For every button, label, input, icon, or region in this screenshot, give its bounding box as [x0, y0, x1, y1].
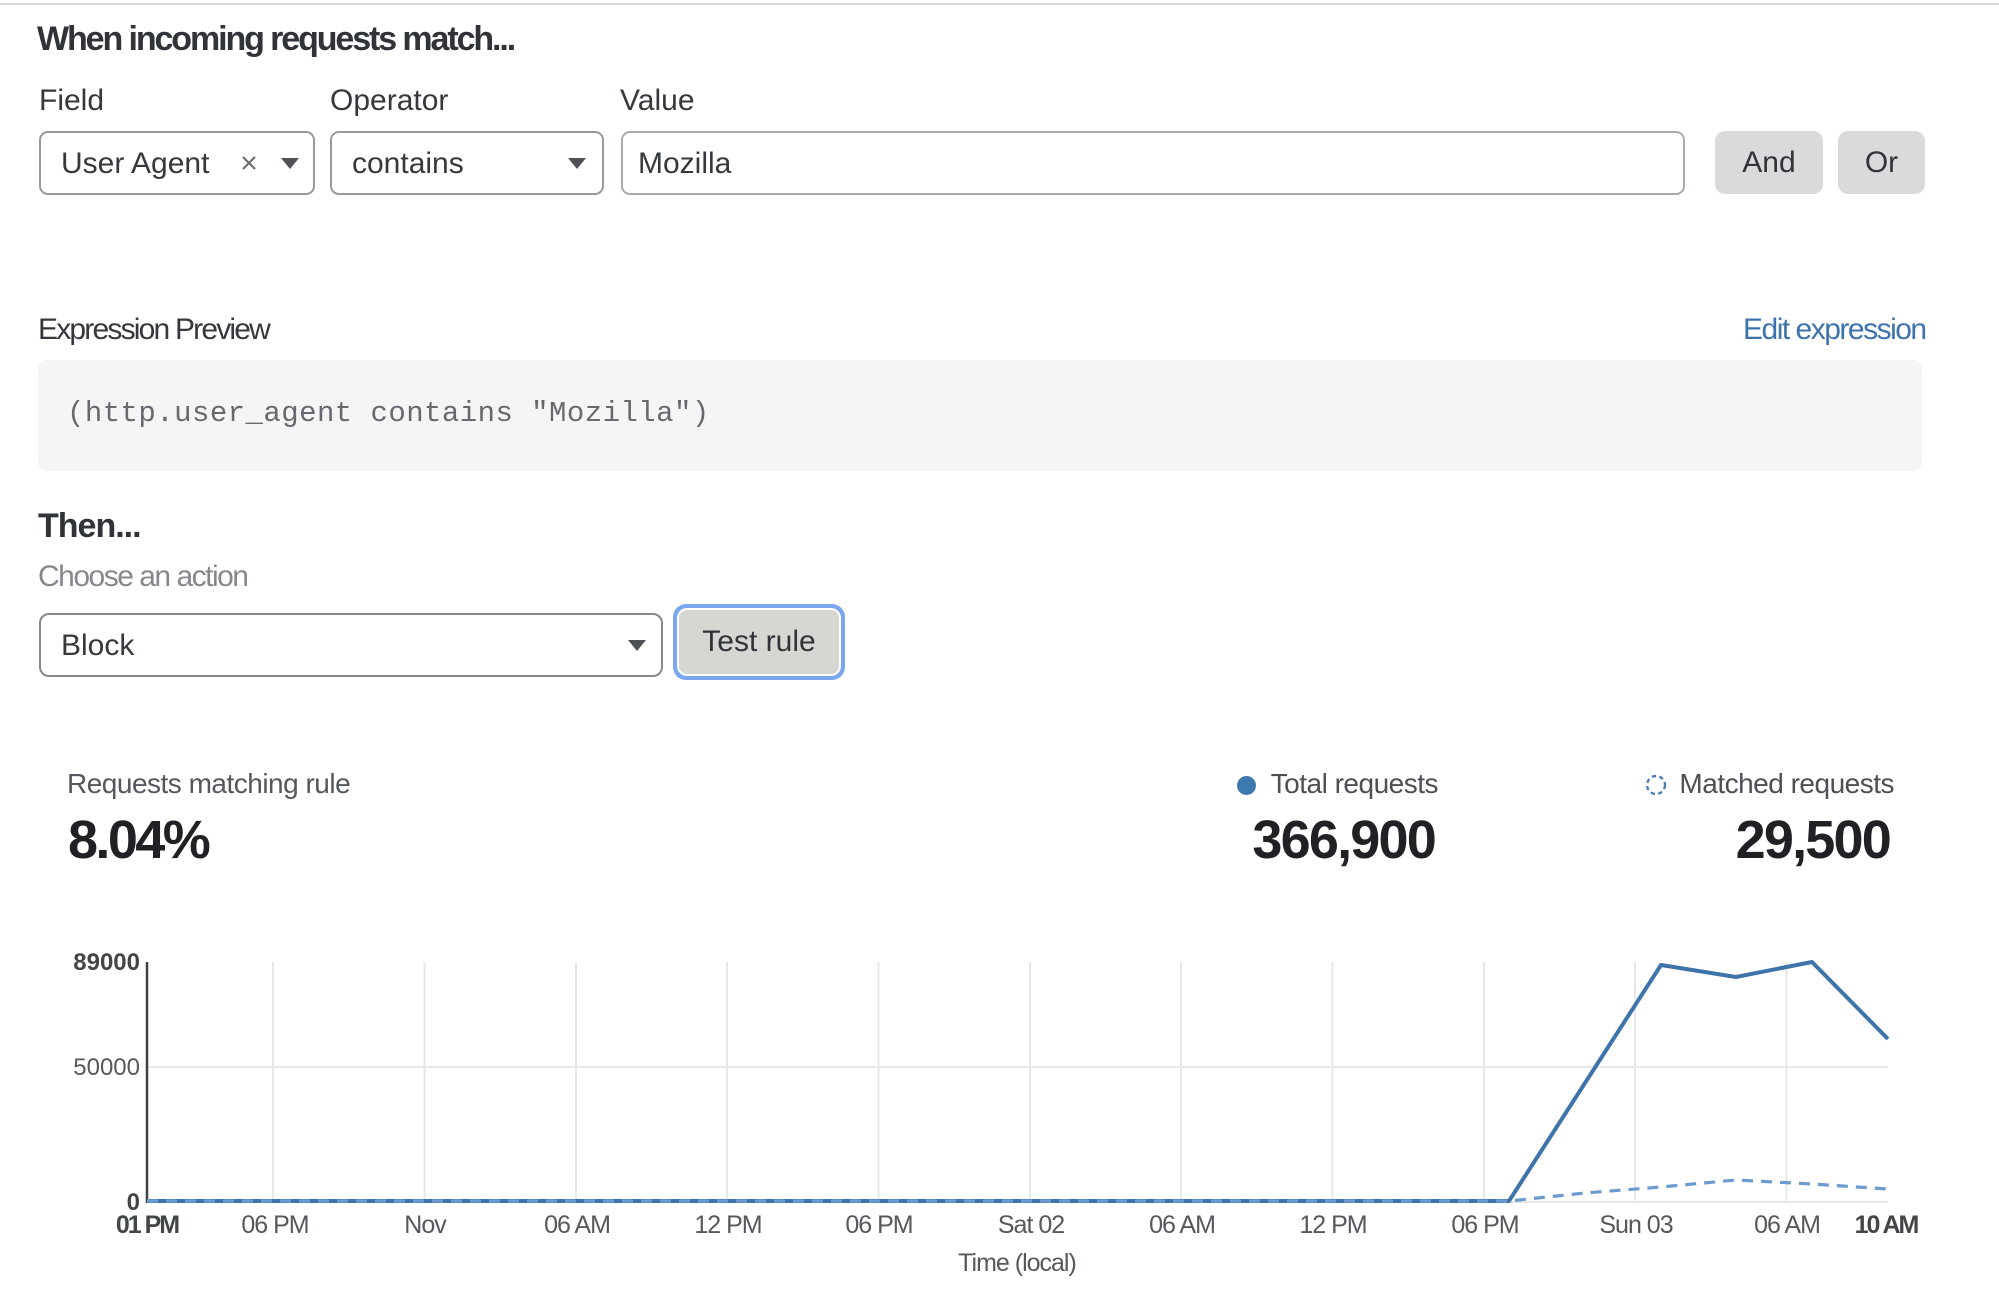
svg-text:12 PM: 12 PM	[1299, 1211, 1366, 1239]
svg-text:06 PM: 06 PM	[1451, 1211, 1518, 1239]
svg-text:01 PM: 01 PM	[116, 1211, 179, 1239]
svg-text:0: 0	[127, 1189, 140, 1216]
svg-text:06 PM: 06 PM	[845, 1211, 912, 1239]
svg-text:Time (local): Time (local)	[958, 1249, 1076, 1277]
svg-text:06 AM: 06 AM	[1754, 1211, 1820, 1239]
svg-text:Nov: Nov	[404, 1211, 447, 1239]
svg-text:50000: 50000	[73, 1054, 140, 1081]
svg-text:06 AM: 06 AM	[544, 1211, 610, 1239]
svg-text:Sun 03: Sun 03	[1599, 1211, 1672, 1239]
svg-text:12 PM: 12 PM	[694, 1211, 761, 1239]
svg-text:06 PM: 06 PM	[241, 1211, 308, 1239]
svg-text:10 AM: 10 AM	[1855, 1211, 1919, 1239]
svg-text:Sat 02: Sat 02	[998, 1211, 1064, 1239]
svg-text:89000: 89000	[73, 949, 140, 976]
svg-text:06 AM: 06 AM	[1149, 1211, 1215, 1239]
